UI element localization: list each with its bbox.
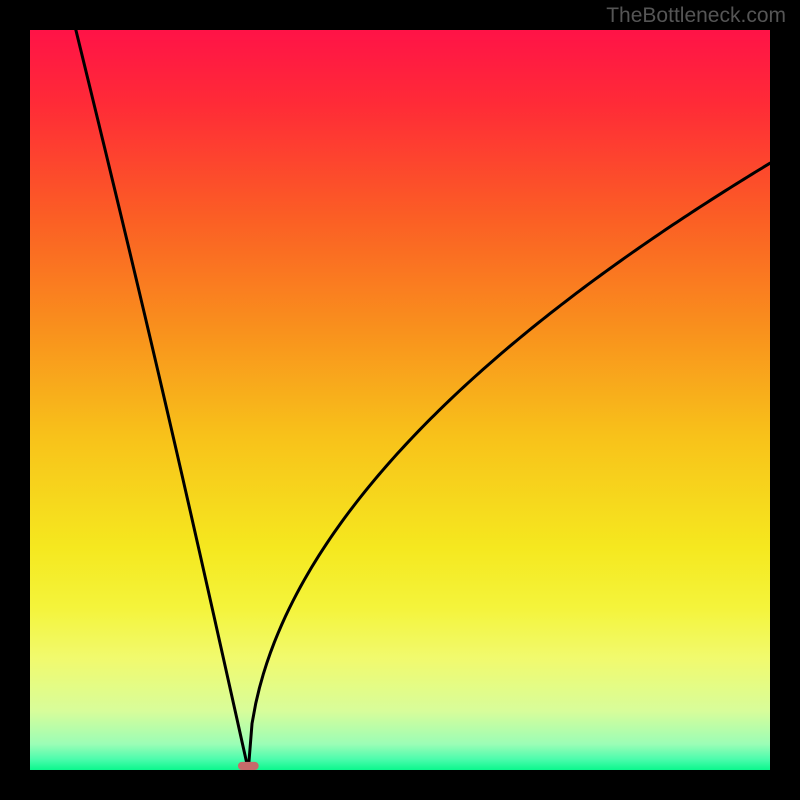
minimum-marker <box>238 762 259 770</box>
plot-area <box>30 30 770 770</box>
watermark-text: TheBottleneck.com <box>606 4 786 28</box>
gradient-background <box>30 30 770 770</box>
chart-svg <box>30 30 770 770</box>
